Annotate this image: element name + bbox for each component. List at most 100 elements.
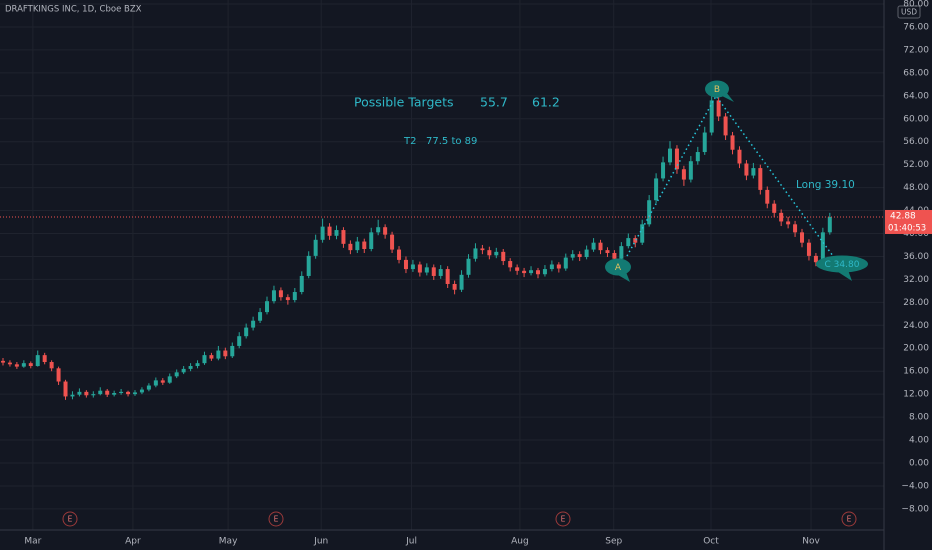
candle-body: [237, 336, 242, 346]
candle-body: [466, 258, 471, 275]
earnings-marker: [841, 511, 857, 527]
candle-body: [813, 255, 818, 263]
candle-body: [452, 283, 457, 290]
candle-body: [313, 239, 318, 256]
candle-body: [549, 264, 554, 270]
candle-body: [654, 178, 659, 201]
y-tick-label: 60.00: [903, 114, 929, 124]
candle-body: [146, 385, 151, 390]
pattern-line: [626, 94, 834, 257]
candle-body: [410, 264, 415, 270]
x-tick-label: Jun: [313, 537, 328, 547]
earnings-label: E: [847, 515, 852, 524]
y-tick-label: 52.00: [903, 160, 929, 170]
candle-body: [786, 221, 791, 225]
target-2: 61.2: [532, 95, 560, 110]
candle-body: [633, 238, 638, 243]
currency: USD: [901, 8, 917, 17]
candle-body: [112, 392, 117, 395]
candle-body: [800, 232, 805, 243]
candle-body: [355, 241, 360, 251]
candle-body: [195, 363, 200, 367]
point-b: B: [714, 85, 720, 95]
countdown: 01:40:53: [888, 223, 926, 233]
y-tick-label: 24.00: [903, 321, 929, 331]
earnings-label: E: [68, 515, 73, 524]
y-tick-label: 8.00: [909, 413, 929, 423]
y-tick-label: 64.00: [903, 91, 929, 101]
y-tick-label: −4.00: [901, 481, 929, 491]
candle-body: [535, 270, 540, 275]
candle-body: [563, 257, 568, 269]
candle-body: [105, 390, 110, 395]
x-tick-label: Jul: [405, 537, 417, 547]
y-tick-label: 80.00: [903, 0, 929, 10]
y-tick-label: 12.00: [903, 390, 929, 400]
candle-body: [424, 267, 429, 273]
y-tick-label: 16.00: [903, 367, 929, 377]
y-tick-label: 48.00: [903, 183, 929, 193]
y-tick-label: 20.00: [903, 344, 929, 354]
y-tick-label: 0.00: [909, 458, 929, 468]
candle-body: [202, 355, 207, 364]
candle-body: [0, 360, 5, 363]
x-tick-label: Aug: [511, 537, 529, 547]
earnings-marker: [62, 511, 78, 527]
candle-body: [688, 161, 693, 180]
y-tick-label: 56.00: [903, 137, 929, 147]
candle-body: [14, 364, 19, 367]
candle-body: [153, 380, 158, 386]
candle-body: [584, 249, 589, 258]
candle-body: [21, 363, 26, 367]
point-c: C 34.80: [825, 260, 860, 270]
candle-body: [758, 168, 763, 190]
candle-body: [438, 269, 443, 276]
candle-body: [459, 274, 464, 290]
candle-body: [556, 264, 561, 269]
candle-body: [292, 292, 297, 301]
candle-body: [772, 203, 777, 213]
last-price-label: 42.88: [890, 211, 916, 221]
long-label: Long 39.10: [796, 179, 855, 191]
candle-body: [487, 250, 492, 256]
candle-body: [369, 232, 374, 249]
candle-body: [445, 269, 450, 284]
y-tick-label: 40.00: [903, 229, 929, 239]
candle-body: [306, 255, 311, 276]
point-a-bubble: [605, 258, 631, 276]
candle-body: [271, 290, 276, 302]
candle-body: [28, 363, 33, 367]
candle-body: [744, 163, 749, 176]
candle-body: [56, 368, 61, 382]
candle-body: [258, 312, 263, 321]
candle-body: [473, 248, 478, 259]
candle-body: [806, 242, 811, 256]
candle-body: [612, 253, 617, 259]
candle-body: [181, 368, 186, 373]
candle-body: [216, 350, 221, 359]
candle-body: [167, 376, 172, 383]
candle-body: [320, 226, 325, 240]
candle-body: [84, 391, 89, 396]
candle-body: [119, 391, 124, 393]
candle-body: [515, 267, 520, 271]
y-tick-label: 36.00: [903, 252, 929, 262]
x-tick-label: May: [219, 537, 238, 547]
candle-body: [244, 327, 249, 337]
candle-body: [640, 224, 645, 243]
candle-body: [709, 100, 714, 133]
candle-body: [695, 152, 700, 162]
y-tick-label: 4.00: [909, 436, 929, 446]
last-price-box: [885, 209, 932, 234]
targets-label: Possible Targets: [354, 95, 454, 110]
candle-body: [265, 301, 270, 313]
candle-body: [376, 227, 381, 233]
candle-body: [383, 227, 388, 235]
x-tick-label: Oct: [703, 537, 719, 547]
candle-body: [598, 242, 603, 251]
candle-body: [188, 366, 193, 369]
candle-body: [209, 355, 214, 359]
candle-body: [668, 148, 673, 163]
point-a: A: [615, 263, 622, 273]
